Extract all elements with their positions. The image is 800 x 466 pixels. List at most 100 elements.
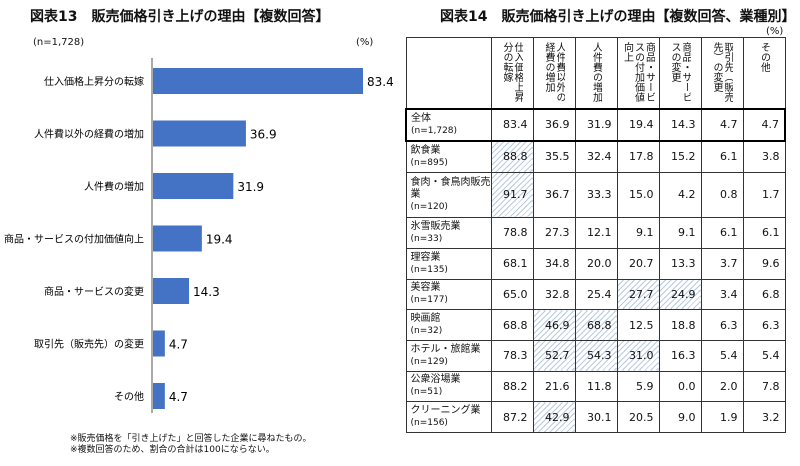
table-col-header-1: 人件費以外の経費の増加 — [532, 37, 576, 110]
table-cell: 20.7 — [616, 247, 660, 280]
table-cell: 12.5 — [616, 309, 660, 341]
table-cell: 3.4 — [700, 278, 744, 311]
table-row-name: 氷雪販売業 — [410, 220, 461, 232]
table-cell: 9.1 — [658, 217, 702, 249]
table-row-n: (n=33) — [410, 233, 443, 244]
table-row-n: (n=51) — [410, 387, 443, 398]
table-col-header-text-0: 仕入価格上昇分の転嫁 — [501, 42, 523, 102]
table-row: 全体 (n=1,728) 83.4 36.9 31.9 19.4 14.3 4.7 4.7 — [405, 108, 786, 142]
table-cell: 17.8 — [616, 140, 660, 173]
table-cell: 16.3 — [658, 339, 702, 372]
table-cell: 5.4 — [700, 339, 744, 372]
bar-5 — [153, 330, 165, 357]
table-row-name: 理容業 — [410, 251, 441, 263]
chart13-unit-label: (%) — [356, 37, 374, 48]
table-cell: 6.1 — [742, 217, 786, 249]
table-col-header-text-1: 人件費以外の経費の増加 — [543, 42, 565, 102]
table-cell: 3.2 — [742, 401, 786, 433]
table-row: 食肉・食鳥肉販売業 (n=120) 91.7 36.7 33.3 15.0 4.2 0.8 1.… — [405, 171, 786, 219]
table-col-header-5: 取引先（販売先）の変更 — [700, 37, 744, 110]
bar-category-label-6: その他 — [114, 390, 144, 403]
table-cell: 5.4 — [742, 339, 786, 372]
table-row-header: クリーニング業 (n=156) — [405, 401, 492, 433]
bar-1 — [153, 120, 246, 147]
table-row-header: 氷雪販売業 (n=33) — [405, 217, 492, 249]
table-cell: 6.1 — [700, 217, 744, 249]
table-cell: 68.8 — [574, 309, 618, 341]
table-row-header: 全体 (n=1,728) — [405, 108, 492, 142]
table-cell: 1.7 — [742, 171, 786, 219]
table-cell: 19.4 — [616, 108, 660, 142]
table-cell: 20.5 — [616, 401, 660, 433]
table-cell: 87.2 — [490, 401, 534, 433]
table-cell: 78.8 — [490, 217, 534, 249]
bar-value-label-6: 4.7 — [169, 390, 188, 404]
table-cell: 31.0 — [616, 339, 660, 372]
chart14-title: 図表14 販売価格引き上げの理由【複数回答、業種別】 — [440, 9, 796, 25]
table-col-header-2: 人件費の増加 — [574, 37, 618, 110]
table-row-name: 公衆浴場業 — [410, 374, 461, 386]
table-col-header-text-5: 取引先（販売先）の変更 — [711, 42, 733, 102]
table-row-n: (n=1,728) — [411, 125, 458, 136]
chart13-n-label: (n=1,728) — [33, 37, 85, 48]
bar-value-label-1: 36.9 — [250, 128, 277, 142]
table-cell: 1.9 — [700, 401, 744, 433]
table-cell: 18.8 — [658, 309, 702, 341]
table-cell: 0.8 — [700, 171, 744, 219]
table-row: ホテル・旅館業 (n=129) 78.3 52.7 54.3 31.0 16.3 5.4 5.4 — [405, 339, 786, 372]
table-cell: 83.4 — [490, 108, 534, 142]
table-cell: 6.1 — [700, 140, 744, 173]
table-row-header: ホテル・旅館業 (n=129) — [405, 339, 492, 372]
table-row-name: ホテル・旅館業 — [410, 343, 481, 355]
table-row-n: (n=177) — [410, 295, 448, 306]
bar-2 — [153, 173, 234, 199]
table-cell: 12.1 — [574, 217, 618, 249]
table-cell: 6.3 — [700, 309, 744, 341]
industry-table: 仕入価格上昇分の転嫁 人件費以外の経費の増加 人件費の増加 商品・サービスの付加価値向… — [405, 37, 786, 433]
table-cell: 65.0 — [490, 278, 534, 311]
table-row: クリーニング業 (n=156) 87.2 42.9 30.1 20.5 9.0 1.9 3.2 — [405, 401, 786, 433]
table-cell: 24.9 — [658, 278, 702, 311]
bar-6 — [153, 383, 165, 409]
table-cell: 9.1 — [616, 217, 660, 249]
table-row-name: 映画館 — [410, 313, 441, 325]
table-cell: 15.0 — [616, 171, 660, 219]
bar-category-label-1: 人件費以外の経費の増加 — [34, 128, 144, 141]
table-row-header: 食肉・食鳥肉販売業 (n=120) — [405, 171, 492, 219]
table-cell: 25.4 — [574, 278, 618, 311]
bar-category-label-4: 商品・サービスの変更 — [44, 285, 144, 298]
table-cell: 32.4 — [574, 140, 618, 173]
bar-4 — [153, 278, 190, 304]
bar-value-label-0: 83.4 — [367, 75, 394, 89]
table-cell: 88.2 — [490, 370, 534, 403]
table-row-header: 映画館 (n=32) — [405, 309, 492, 341]
table-cell: 68.8 — [490, 309, 534, 341]
table-cell: 88.8 — [490, 140, 534, 173]
chart13-note-2: ※複数回答のため、割合の合計は100にならない。 — [70, 445, 275, 455]
table-cell: 13.3 — [658, 247, 702, 280]
table-row-header: 飲食業 (n=895) — [405, 140, 492, 173]
table-cell: 54.3 — [574, 339, 618, 372]
table-cell: 6.3 — [742, 309, 786, 341]
bar-value-label-4: 14.3 — [193, 285, 220, 299]
table-row-name: 食肉・食鳥肉販売業 — [410, 176, 491, 200]
table-col-header-text-6: その他 — [758, 42, 770, 72]
table-row: 映画館 (n=32) 68.8 46.9 68.8 12.5 18.8 6.3 6.3 — [405, 309, 786, 341]
table-cell: 33.3 — [574, 171, 618, 219]
table-cell: 52.7 — [532, 339, 576, 372]
table-cell: 5.9 — [616, 370, 660, 403]
table-row: 公衆浴場業 (n=51) 88.2 21.6 11.8 5.9 0.0 2.0 7.8 — [405, 370, 786, 403]
bar-category-label-2: 人件費の増加 — [84, 180, 144, 193]
table-cell: 68.1 — [490, 247, 534, 280]
table-cell: 21.6 — [532, 370, 576, 403]
table-corner — [405, 37, 492, 110]
chart14-unit-label: (%) — [766, 26, 784, 37]
table-cell: 9.0 — [658, 401, 702, 433]
table-cell: 34.8 — [532, 247, 576, 280]
table-row: 飲食業 (n=895) 88.8 35.5 32.4 17.8 15.2 6.1 3.8 — [405, 140, 786, 173]
table-col-header-text-2: 人件費の増加 — [590, 42, 602, 102]
table-row-name: 飲食業 — [410, 144, 441, 156]
table-cell: 4.2 — [658, 171, 702, 219]
table-col-header-0: 仕入価格上昇分の転嫁 — [490, 37, 534, 110]
bar-category-label-5: 取引先（販売先）の変更 — [34, 338, 144, 351]
